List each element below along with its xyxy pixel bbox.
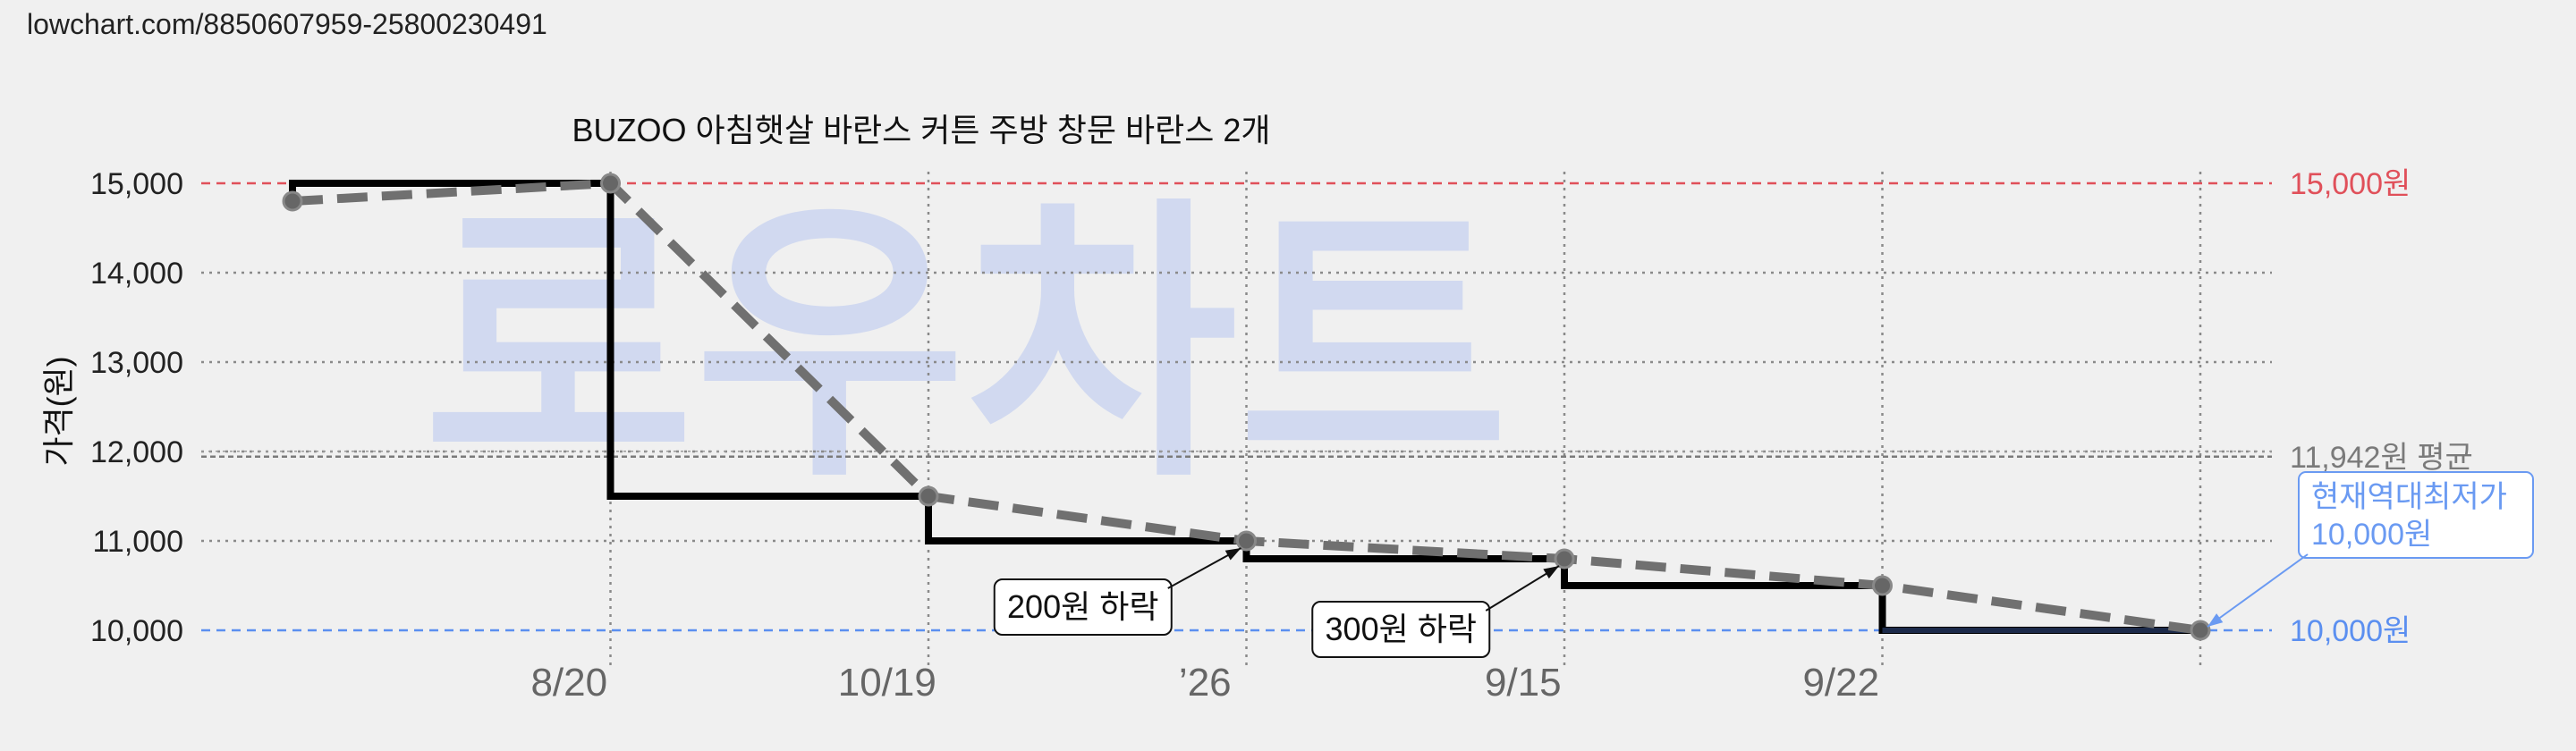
- data-point: [1872, 575, 1893, 596]
- drop-annotation-box: [993, 578, 1173, 636]
- y-tick-label: 13,000: [90, 346, 183, 380]
- y-tick-label: 12,000: [90, 435, 183, 469]
- annotations: 200원 하락 300원 하락 현재역대최저가 10,000원: [993, 471, 2534, 658]
- data-point: [2190, 620, 2211, 641]
- drop-annotation-text: 200원 하락: [1007, 588, 1158, 625]
- x-axis: 8/20 10/19 ’26 9/15 9/22: [530, 661, 1879, 705]
- watermark: 로우차트: [423, 180, 1509, 510]
- x-tick-label: 9/15: [1485, 661, 1562, 705]
- reference-lines: 15,000원 11,942원 평균 10,000원: [201, 167, 2473, 648]
- lowest-price-callout-arrowhead: [2207, 613, 2224, 627]
- y-axis: 10,000 11,000 12,000 13,000 14,000 15,000: [90, 167, 183, 648]
- data-point: [1236, 530, 1257, 552]
- drop-annotation-arrowhead: [1224, 548, 1241, 561]
- drop-annotation-box: [1311, 601, 1491, 658]
- lowest-price-callout-line: 10,000원: [2311, 518, 2432, 552]
- y-tick-label: 14,000: [90, 257, 183, 291]
- x-tick-label: 8/20: [530, 661, 607, 705]
- y-axis-label: 가격(원): [40, 356, 77, 466]
- x-tick-label: ’26: [1179, 661, 1232, 705]
- y-tick-label: 11,000: [93, 525, 183, 559]
- url-text[interactable]: lowchart.com/8850607959-25800230491: [27, 8, 547, 40]
- lowest-price-callout-arrow: [2207, 553, 2309, 628]
- data-point: [918, 485, 939, 507]
- x-tick-label: 9/22: [1802, 661, 1879, 705]
- drop-annotation-arrowhead: [1543, 566, 1559, 579]
- y-tick-label: 10,000: [90, 614, 183, 648]
- data-point: [282, 190, 303, 212]
- lowest-price-callout-line: 현재역대최저가: [2311, 480, 2507, 514]
- data-point: [1554, 548, 1575, 570]
- data-point: [600, 173, 621, 194]
- max-price-line-label: 15,000원: [2290, 167, 2411, 201]
- drop-annotation-text: 300원 하락: [1326, 611, 1477, 647]
- min-price-line-label: 10,000원: [2290, 614, 2411, 648]
- lowest-price-callout-box: [2298, 471, 2534, 559]
- avg-price-line-label: 11,942원 평균: [2290, 441, 2473, 475]
- chart-title: BUZOO 아침햇살 바란스 커튼 주방 창문 바란스 2개: [572, 112, 1270, 148]
- series-layer: [282, 173, 2211, 641]
- x-tick-label: 10/19: [838, 661, 936, 705]
- y-tick-label: 15,000: [90, 167, 183, 201]
